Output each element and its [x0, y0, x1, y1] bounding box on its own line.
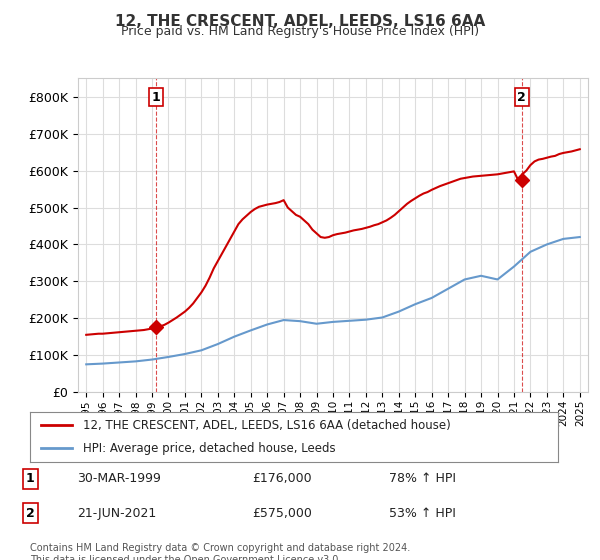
Text: Contains HM Land Registry data © Crown copyright and database right 2024.
This d: Contains HM Land Registry data © Crown c… — [30, 543, 410, 560]
Text: 12, THE CRESCENT, ADEL, LEEDS, LS16 6AA: 12, THE CRESCENT, ADEL, LEEDS, LS16 6AA — [115, 14, 485, 29]
Text: 53% ↑ HPI: 53% ↑ HPI — [389, 507, 456, 520]
Text: £575,000: £575,000 — [252, 507, 311, 520]
Text: 1: 1 — [26, 473, 34, 486]
Text: Price paid vs. HM Land Registry's House Price Index (HPI): Price paid vs. HM Land Registry's House … — [121, 25, 479, 38]
Text: 21-JUN-2021: 21-JUN-2021 — [77, 507, 157, 520]
Text: 78% ↑ HPI: 78% ↑ HPI — [389, 473, 456, 486]
Text: 12, THE CRESCENT, ADEL, LEEDS, LS16 6AA (detached house): 12, THE CRESCENT, ADEL, LEEDS, LS16 6AA … — [83, 419, 451, 432]
Text: £176,000: £176,000 — [252, 473, 311, 486]
Text: 2: 2 — [517, 91, 526, 104]
Text: 30-MAR-1999: 30-MAR-1999 — [77, 473, 161, 486]
Text: HPI: Average price, detached house, Leeds: HPI: Average price, detached house, Leed… — [83, 442, 335, 455]
Text: 2: 2 — [26, 507, 34, 520]
Text: 1: 1 — [152, 91, 161, 104]
